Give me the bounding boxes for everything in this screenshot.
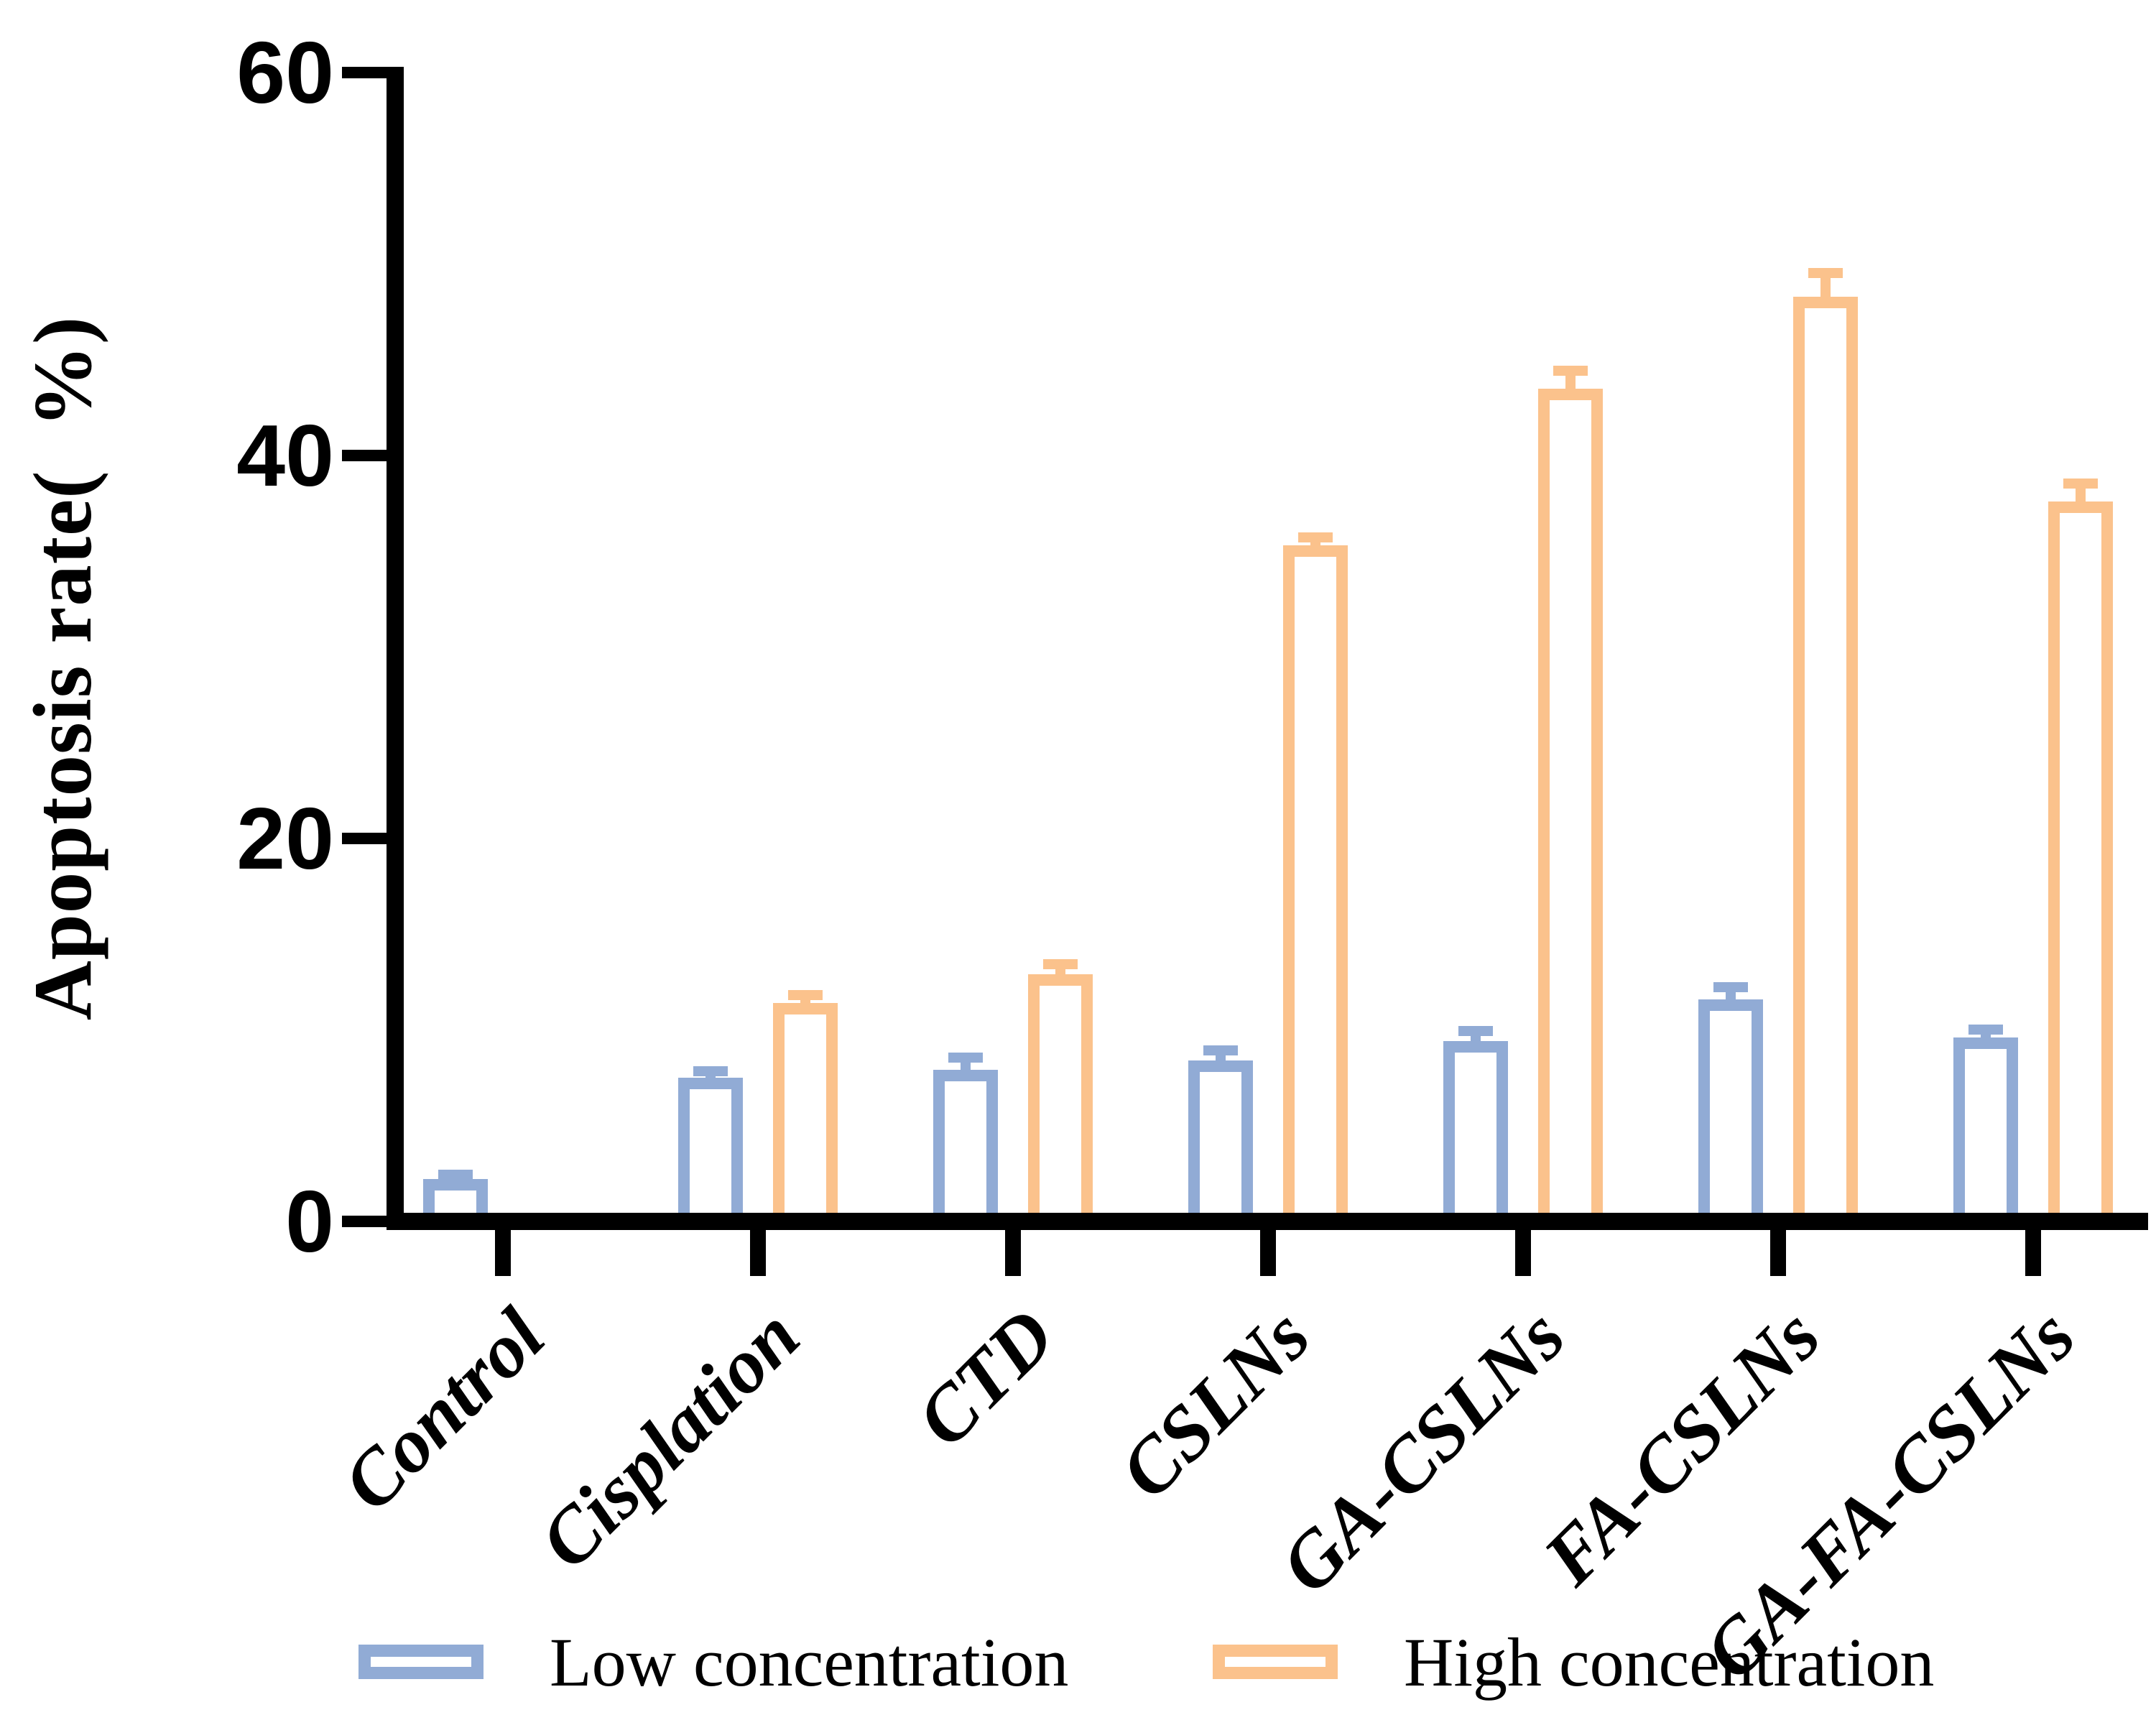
legend-label-high-concentration: High concentration xyxy=(1404,1623,1935,1701)
bar-high-GA-CSLNs xyxy=(1538,389,1603,1226)
error-bar-cap-low-Control xyxy=(438,1170,473,1180)
error-bar-cap-low-Cisplation xyxy=(693,1066,728,1076)
error-bar-cap-low-CSLNs xyxy=(1203,1045,1238,1055)
bar-high-CSLNs xyxy=(1283,545,1348,1226)
x-axis-line xyxy=(387,1213,2148,1230)
legend-label-low-concentration: Low concentration xyxy=(550,1623,1069,1701)
error-bar-cap-high-FA-CSLNs xyxy=(1808,268,1843,278)
y-tick-label-40: 40 xyxy=(236,407,334,504)
error-bar-cap-low-GA-FA-CSLNs xyxy=(1968,1025,2003,1035)
y-tick-20 xyxy=(342,833,387,844)
x-tick-FA-CSLNs xyxy=(1770,1230,1786,1276)
error-bar-cap-low-FA-CSLNs xyxy=(1713,982,1748,992)
error-bar-cap-high-GA-CSLNs xyxy=(1553,366,1588,376)
x-category-label-CSLNs: CSLNs xyxy=(1104,1293,1326,1515)
bar-low-CSLNs xyxy=(1188,1060,1253,1226)
bar-low-Cisplation xyxy=(678,1078,743,1226)
bar-low-FA-CSLNs xyxy=(1698,999,1763,1226)
error-bar-cap-high-CTD xyxy=(1043,959,1078,969)
x-tick-GA-CSLNs xyxy=(1515,1230,1531,1276)
y-axis-line xyxy=(387,67,404,1230)
x-category-label-Control: Control xyxy=(326,1293,561,1527)
x-tick-CSLNs xyxy=(1260,1230,1276,1276)
error-bar-cap-low-GA-CSLNs xyxy=(1458,1026,1493,1036)
y-tick-40 xyxy=(342,450,387,461)
error-bar-cap-low-CTD xyxy=(948,1053,983,1063)
y-tick-label-60: 60 xyxy=(236,24,334,121)
bar-high-CTD xyxy=(1028,974,1093,1226)
bar-low-CTD xyxy=(933,1070,998,1226)
bar-low-GA-FA-CSLNs xyxy=(1953,1037,2018,1226)
x-category-label-CTD: CTD xyxy=(900,1293,1071,1464)
y-tick-label-0: 0 xyxy=(285,1173,334,1270)
y-tick-60 xyxy=(342,67,387,78)
x-tick-CTD xyxy=(1005,1230,1021,1276)
x-category-label-Cisplation: Cisplation xyxy=(523,1293,816,1586)
error-bar-cap-high-CSLNs xyxy=(1298,532,1333,542)
x-tick-Cisplation xyxy=(750,1230,766,1276)
legend-swatch-high-concentration xyxy=(1213,1645,1338,1679)
x-tick-GA-FA-CSLNs xyxy=(2025,1230,2041,1276)
legend-item-high: High concentration xyxy=(1213,1622,1934,1701)
bar-high-Cisplation xyxy=(773,1003,838,1226)
bar-high-FA-CSLNs xyxy=(1793,297,1858,1226)
legend-swatch-low-concentration xyxy=(358,1645,484,1679)
error-bar-cap-high-Cisplation xyxy=(788,990,823,1000)
bar-high-GA-FA-CSLNs xyxy=(2048,501,2113,1226)
x-tick-Control xyxy=(495,1230,511,1276)
error-bar-cap-high-GA-FA-CSLNs xyxy=(2063,479,2098,489)
legend-item-low: Low concentration xyxy=(358,1622,1068,1701)
bar-low-GA-CSLNs xyxy=(1443,1041,1508,1226)
y-tick-label-20: 20 xyxy=(236,790,334,887)
y-tick-0 xyxy=(342,1216,387,1227)
